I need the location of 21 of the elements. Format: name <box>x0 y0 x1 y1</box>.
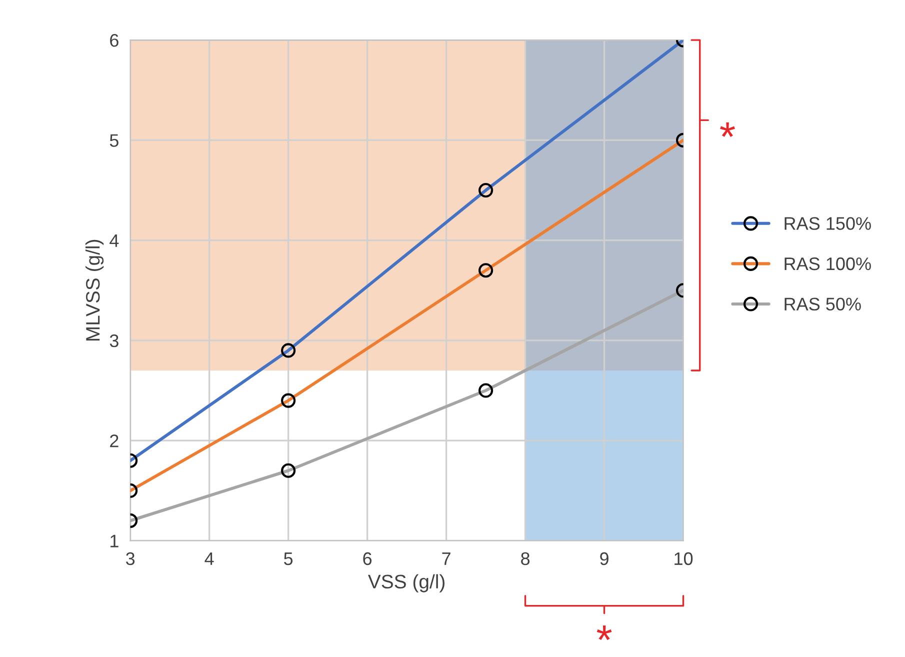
legend-label: RAS 50% <box>784 298 861 311</box>
x-axis-title: VSS (g/l) <box>368 574 444 592</box>
y-tick-label: 2 <box>110 434 118 448</box>
x-tick-label: 5 <box>284 552 293 566</box>
x-tick-label: 7 <box>442 552 450 565</box>
text: * <box>720 122 735 137</box>
legend-label: RAS 100% <box>784 257 871 270</box>
y-tick-label: 6 <box>110 34 118 47</box>
y-axis-title: MLVSS (g/l) <box>85 240 104 340</box>
x-tick-label: 9 <box>600 552 608 566</box>
x-tick-label: 4 <box>204 552 214 565</box>
y-tick-label: 5 <box>110 134 118 147</box>
y-tick-label: 1 <box>110 534 118 548</box>
text: * <box>596 625 612 640</box>
y-tick-label: 3 <box>110 334 118 348</box>
legend-label: RAS 150% <box>784 217 871 230</box>
y-tick-label: 4 <box>110 234 119 247</box>
x-tick-label: 3 <box>126 552 135 566</box>
x-tick-label: 10 <box>674 552 693 566</box>
x-tick-label: 6 <box>363 552 372 566</box>
x-tick-label: 8 <box>521 552 530 566</box>
